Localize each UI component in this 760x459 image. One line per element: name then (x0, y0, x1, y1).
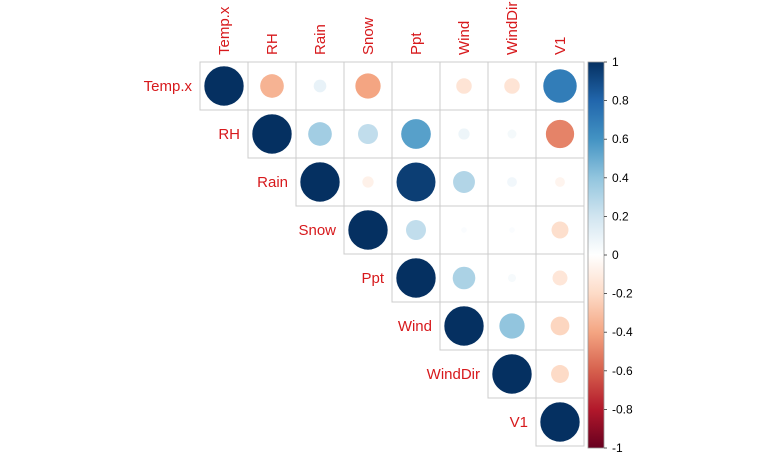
circle-WindDir-WindDir (491, 353, 533, 395)
circle-Temp.x-V1 (543, 69, 577, 103)
colorbar-gradient (588, 62, 604, 448)
colorbar-tick-label: 0.2 (612, 209, 629, 223)
row-label: WindDir (427, 366, 480, 383)
circle-Temp.x-RH (260, 74, 284, 98)
row-label: Snow (298, 222, 336, 239)
column-label: WindDir (504, 2, 521, 55)
row-label: Wind (398, 318, 432, 335)
circle-Rain-WindDir (507, 177, 517, 187)
circle-Rain-Ppt (396, 162, 436, 202)
circle-RH-WindDir (507, 129, 517, 139)
circle-Snow-V1 (551, 221, 569, 239)
circle-Temp.x-Wind (456, 78, 472, 94)
circle-Ppt-Ppt (395, 257, 437, 299)
circle-Rain-Rain (299, 161, 341, 203)
colorbar-tick-label: 0.8 (612, 94, 629, 108)
row-label: RH (218, 126, 240, 143)
colorbar-tick-label: -0.8 (612, 402, 633, 416)
circle-Snow-Wind (461, 227, 467, 233)
cell-Temp.x-Ppt (391, 61, 441, 111)
colorbar-tick-label: -0.6 (612, 364, 633, 378)
column-label: Snow (360, 17, 377, 55)
column-label: Rain (312, 24, 329, 55)
circle-Rain-Snow (362, 176, 374, 188)
colorbar-tick-label: -0.4 (612, 325, 633, 339)
circle-Snow-Ppt (406, 220, 426, 240)
circle-RH-RH (251, 113, 293, 155)
circle-Ppt-Wind (452, 266, 476, 290)
circle-Ppt-V1 (552, 270, 568, 286)
circle-Ppt-WindDir (508, 274, 516, 282)
row-label: Temp.x (144, 78, 193, 95)
correlation-circles (203, 65, 581, 443)
circle-Temp.x-Snow (355, 73, 381, 99)
circle-Temp.x-WindDir (504, 78, 520, 94)
column-label: V1 (552, 37, 569, 55)
column-label: RH (264, 33, 281, 55)
colorbar-tick-label: 0 (612, 248, 619, 262)
circle-RH-V1 (545, 119, 575, 149)
column-label: Ppt (408, 32, 425, 55)
column-label: Wind (456, 21, 473, 55)
circle-RH-Wind (458, 128, 470, 140)
circle-RH-Snow (358, 124, 378, 144)
colorbar-tick-label: -0.2 (612, 287, 633, 301)
circle-Temp.x-Temp.x (203, 65, 245, 107)
column-label: Temp.x (216, 6, 233, 55)
colorbar: -1 -0.8 -0.6 -0.4 -0.2 0 0.2 0.4 0.6 0.8 1 (587, 55, 633, 455)
row-labels: Temp.x RH Rain Snow Ppt Wind WindDir V1 (144, 78, 528, 431)
circle-Wind-WindDir (499, 313, 525, 339)
circle-Snow-Snow (347, 209, 389, 251)
colorbar-tick-label: 1 (612, 55, 619, 69)
colorbar-tick-label: 0.6 (612, 132, 629, 146)
circle-Snow-WindDir (509, 227, 515, 233)
circle-Wind-Wind (443, 305, 485, 347)
colorbar-tick-label: 0.4 (612, 171, 629, 185)
circle-RH-Rain (308, 122, 332, 146)
cell-grid (199, 61, 585, 447)
cell-V1-V1 (535, 397, 585, 447)
row-label: V1 (510, 414, 528, 431)
column-labels: Temp.x RH Rain Snow Ppt Wind WindDir V1 (216, 2, 569, 55)
circle-V1-V1 (539, 401, 581, 443)
circle-Wind-V1 (550, 316, 570, 336)
colorbar-tick-label: -1 (612, 441, 623, 455)
circle-WindDir-V1 (551, 365, 569, 383)
circle-Temp.x-Rain (313, 79, 327, 93)
row-label: Rain (257, 174, 288, 191)
circle-Rain-Wind (453, 171, 475, 193)
circle-Rain-V1 (555, 177, 565, 187)
row-label: Ppt (361, 270, 384, 287)
circle-RH-Ppt (401, 119, 431, 149)
